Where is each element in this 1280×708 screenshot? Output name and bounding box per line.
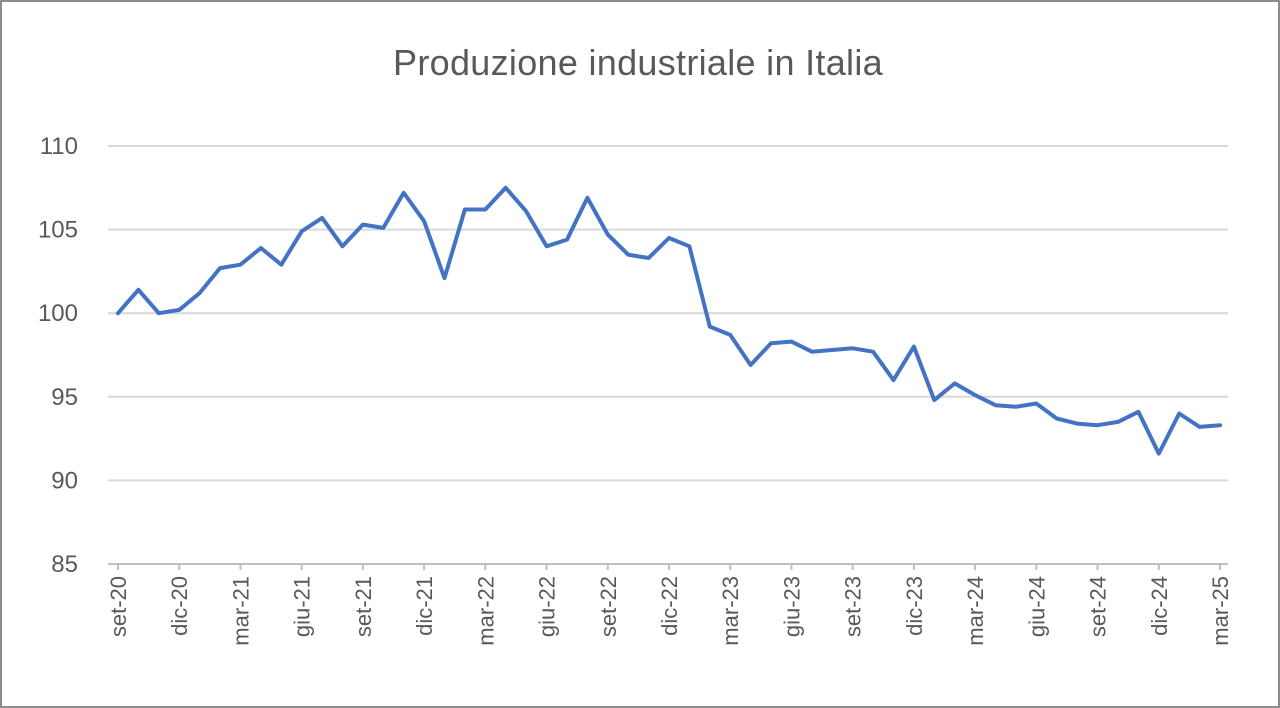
chart-title: Produzione industriale in Italia [393, 42, 883, 83]
x-tick-label: mar-22 [473, 576, 498, 646]
x-tick-label: set-22 [596, 576, 621, 637]
x-tick-label: giu-24 [1024, 576, 1049, 637]
x-tick-label: set-23 [841, 576, 866, 637]
gridlines [108, 145, 1228, 565]
x-tick-label: mar-21 [228, 576, 253, 646]
x-tick-label: mar-23 [718, 576, 743, 646]
x-tick-label: dic-23 [902, 576, 927, 636]
x-tick-label: dic-20 [167, 576, 192, 636]
x-tick-label: giu-22 [535, 576, 560, 637]
series-group [116, 185, 1222, 456]
y-tick-label: 95 [51, 384, 78, 411]
x-tick-label: set-21 [351, 576, 376, 637]
x-tick-label: giu-23 [779, 576, 804, 637]
y-tick-label: 85 [51, 551, 78, 578]
x-tick-label: dic-24 [1147, 576, 1172, 636]
x-tick-label: dic-21 [412, 576, 437, 636]
y-tick-label: 110 [40, 133, 78, 160]
x-tick-label: giu-21 [290, 576, 315, 637]
x-tick-label: set-24 [1086, 576, 1111, 637]
x-tick-label: dic-22 [657, 576, 682, 636]
x-tick-label: mar-25 [1208, 576, 1233, 646]
x-tick-label: mar-24 [963, 576, 988, 646]
x-tick-label: set-20 [106, 576, 131, 637]
y-tick-label: 105 [38, 217, 78, 244]
series-line [116, 185, 1222, 456]
y-axis: 85 90 95 100 105 110 [38, 133, 78, 578]
x-axis: set-20 dic-20 mar-21 giu-21 set-21 dic-21 mar-… [106, 564, 1233, 646]
y-tick-label: 90 [51, 467, 78, 494]
y-tick-label: 100 [38, 300, 78, 327]
